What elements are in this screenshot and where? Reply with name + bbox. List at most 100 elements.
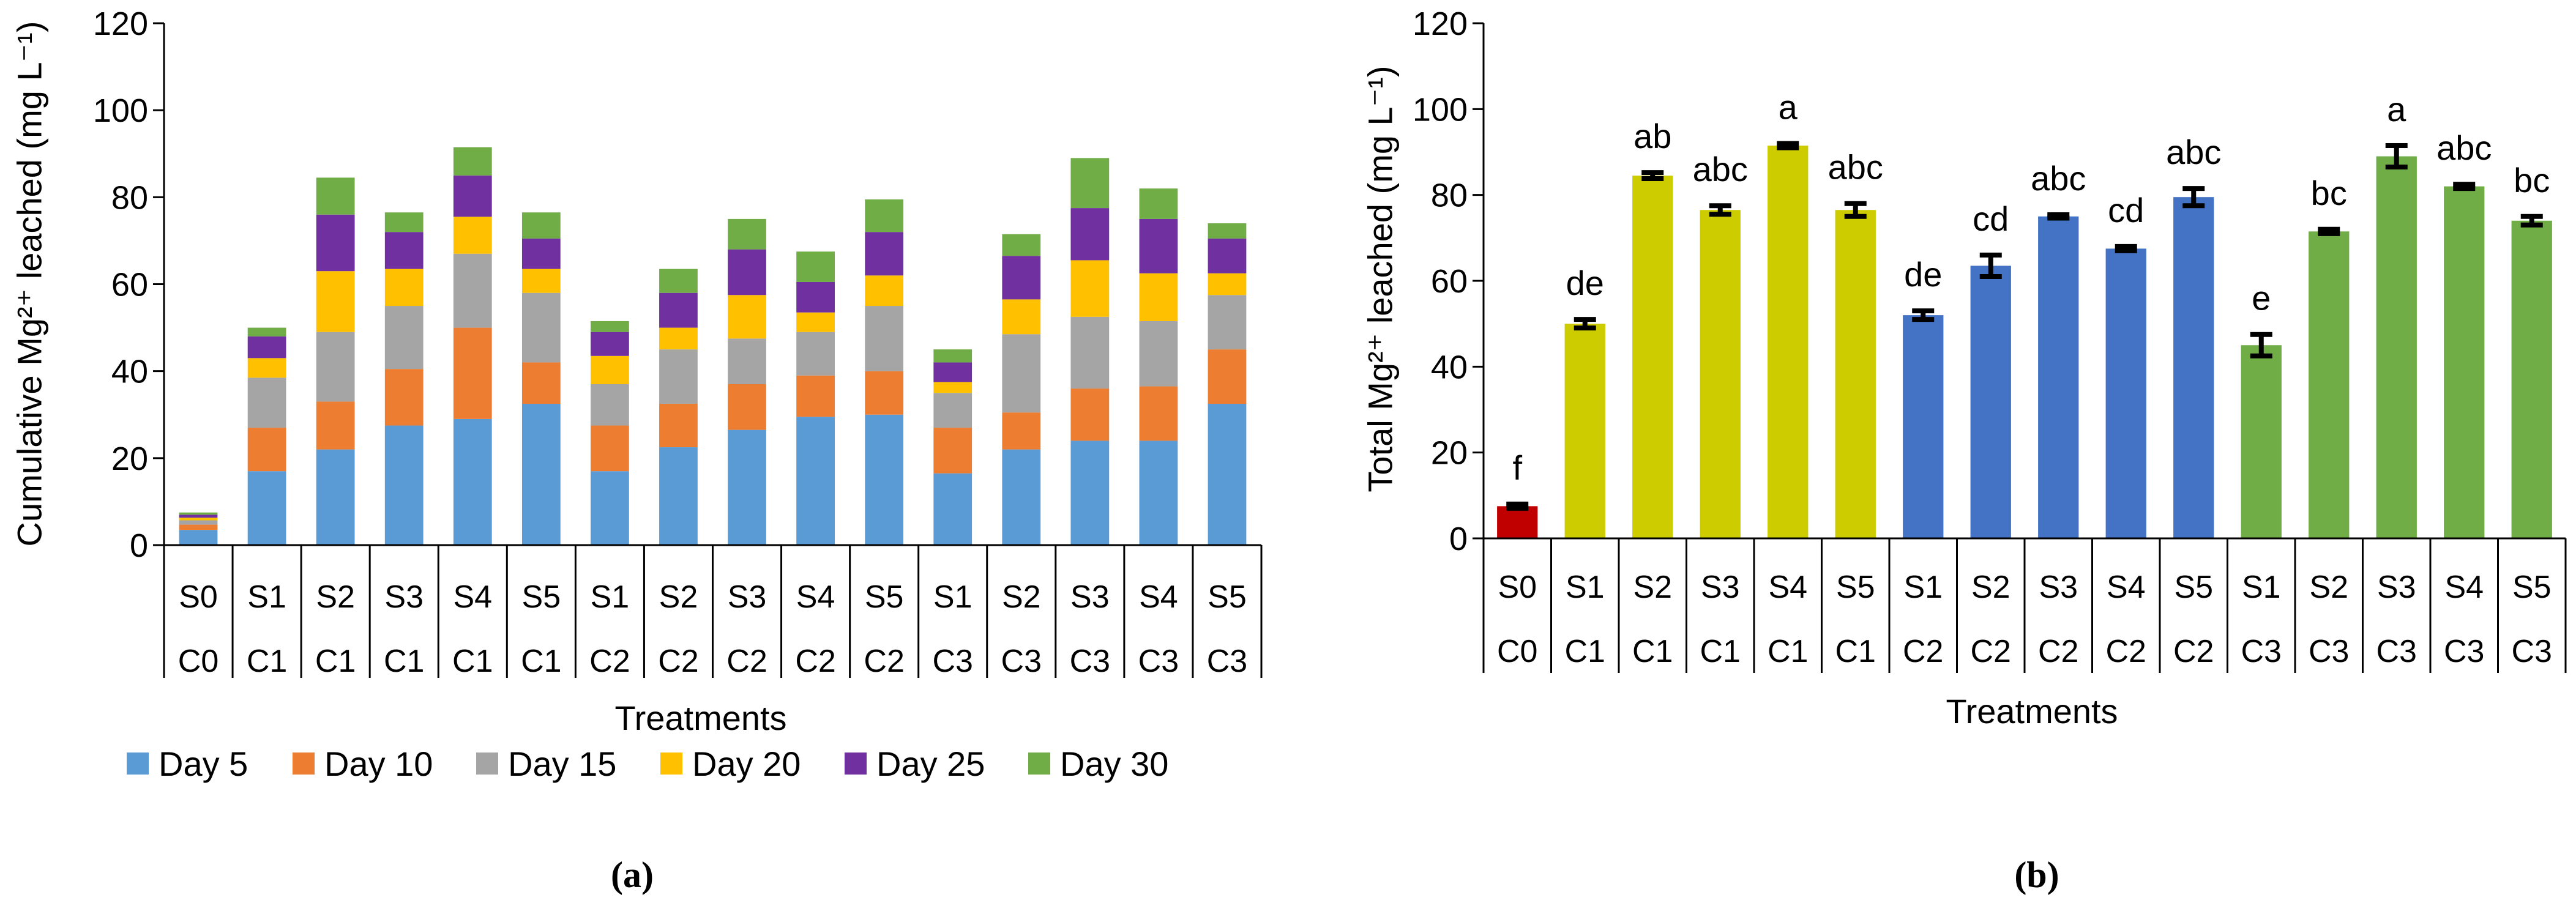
bar-s3-c2: [2038, 216, 2079, 538]
x-category-label-s: S1: [247, 579, 286, 615]
bar-segment-day-10-s1-c3: [933, 428, 973, 474]
error-bar: [1506, 501, 1529, 511]
error-bar: [1641, 170, 1664, 182]
bar-segment-day-30-s3-c2: [728, 218, 766, 250]
bar-segment-day-30-s5-c2: [865, 199, 904, 232]
legend: Day 5 Day 10 Day 15 Day 20 Day 25 Day 30: [127, 745, 1168, 783]
bar-segment-day-5-s2-c3: [1002, 449, 1041, 545]
significance-letter: abc: [1828, 148, 1883, 187]
panel-a-stacked-bar-chart: 0 20 40 60 80 100 120 S0 C0 S1 C1 S2 C1 S3 C1 S4 C1 S5 C1 S…: [10, 6, 1263, 895]
bar-segment-day-15-s0-c0: [179, 520, 218, 525]
error-bar: [2385, 143, 2408, 170]
x-category-label-c: C3: [932, 644, 973, 679]
legend-swatch-day-10: [293, 752, 315, 775]
bar-segment-day-15-s2-c2: [659, 349, 698, 404]
bar-segment-day-20-s5-c3: [1208, 273, 1247, 295]
x-category-label-s: S3: [2039, 570, 2078, 605]
bar-segment-day-5-s1-c2: [591, 471, 629, 545]
x-category-label-c: C3: [2444, 634, 2484, 669]
x-category-label-c: C1: [521, 644, 561, 679]
x-category-label-c: C1: [1835, 634, 1876, 669]
y-tick-label: 20: [1431, 435, 1468, 472]
x-category-label-c: C2: [2106, 634, 2146, 669]
x-category-label-s: S2: [659, 579, 698, 615]
bar-segment-day-30-s1-c1: [247, 327, 286, 336]
x-category-label-c: C1: [452, 644, 493, 679]
bar-s0-c0: [1497, 506, 1538, 538]
bar-segment-day-15-s2-c1: [316, 332, 355, 402]
bar-segment-day-15-s5-c3: [1208, 295, 1247, 350]
bar-segment-day-15-s2-c3: [1002, 334, 1041, 413]
bar-segment-day-5-s5-c1: [521, 403, 561, 545]
legend-label-day-5: Day 5: [159, 745, 248, 783]
bar-segment-day-20-s0-c0: [179, 518, 218, 521]
significance-letter: a: [1779, 87, 1798, 126]
bar-s1-c2: [1903, 315, 1944, 538]
bar-segment-day-15-s1-c1: [247, 377, 286, 428]
bar-segment-day-5-s5-c3: [1208, 403, 1247, 545]
x-category-label-s: S4: [2107, 570, 2146, 605]
error-bar: [1844, 201, 1867, 219]
bar-segment-day-25-s3-c1: [384, 232, 424, 269]
bar-segment-day-25-s4-c1: [453, 175, 492, 217]
bar-segment-day-10-s5-c3: [1208, 349, 1247, 404]
x-category-label-s: S1: [591, 579, 630, 615]
bar-segment-day-20-s2-c1: [316, 271, 355, 332]
x-category-label-s: S4: [453, 579, 492, 615]
x-category-label-c: C1: [247, 644, 287, 679]
y-tick-label: 60: [1431, 263, 1468, 300]
x-category-label-c: C2: [1971, 634, 2011, 669]
significance-letter: a: [2387, 90, 2406, 128]
bar-segment-day-15-s3-c3: [1070, 316, 1110, 389]
x-category-label-s: S5: [2512, 570, 2552, 605]
bar-segment-day-30-s4-c2: [796, 251, 835, 282]
x-category-label-c: C2: [658, 644, 698, 679]
bar-segment-day-10-s2-c1: [316, 401, 355, 450]
bar-segment-day-25-s3-c2: [728, 249, 766, 295]
bar-segment-day-5-s2-c2: [659, 447, 698, 545]
bar-segment-day-30-s3-c3: [1070, 158, 1110, 209]
bar-segment-day-5-s0-c0: [179, 530, 218, 545]
x-category-label-c: C2: [2038, 634, 2078, 669]
x-category-label-s: S3: [1701, 570, 1740, 605]
x-category-label-c: C3: [1070, 644, 1110, 679]
bar-segment-day-10-s1-c2: [591, 425, 629, 472]
legend-label-day-20: Day 20: [692, 745, 801, 783]
x-category-label-c: C3: [2512, 634, 2552, 669]
bar-segment-day-30-s0-c0: [179, 512, 218, 515]
bar-segment-day-20-s1-c1: [247, 358, 286, 378]
bar-segment-day-15-s3-c2: [728, 338, 766, 384]
significance-letter: abc: [2166, 133, 2221, 171]
x-category-label-s: S5: [865, 579, 904, 615]
bar-segment-day-20-s2-c3: [1002, 299, 1041, 335]
bar-segment-day-10-s4-c2: [796, 375, 835, 417]
bar-s1-c3: [2241, 345, 2282, 538]
bar-segment-day-5-s4-c2: [796, 417, 835, 545]
error-bar: [2115, 243, 2137, 253]
legend-label-day-25: Day 25: [876, 745, 985, 783]
legend-label-day-10: Day 10: [324, 745, 433, 783]
bar-segment-day-5-s2-c1: [316, 449, 355, 545]
legend-swatch-day-20: [660, 752, 682, 775]
bar-s4-c1: [1768, 145, 1809, 539]
significance-letter: de: [1904, 255, 1942, 294]
x-category-label-s: S2: [1633, 570, 1672, 605]
y-tick-label: 100: [1413, 91, 1468, 128]
bar-segment-day-5-s1-c3: [933, 473, 973, 545]
x-category-label-c: C0: [178, 644, 218, 679]
bar-segment-day-5-s3-c3: [1070, 440, 1110, 545]
y-tick-label: 60: [111, 267, 148, 303]
y-tick-label: 0: [130, 527, 148, 564]
bar-segment-day-5-s4-c3: [1139, 440, 1178, 545]
significance-letter: bc: [2311, 174, 2347, 212]
error-bar: [2453, 182, 2476, 191]
bar-segment-day-20-s5-c1: [521, 269, 561, 293]
bar-segment-day-20-s4-c3: [1139, 273, 1178, 321]
significance-letter: cd: [2108, 191, 2144, 229]
x-category-label-s: S1: [933, 579, 973, 615]
bar-segment-day-30-s1-c2: [591, 321, 629, 332]
x-category-label-c: C2: [1903, 634, 1943, 669]
x-category-label-s: S3: [728, 579, 767, 615]
bar-segment-day-10-s2-c3: [1002, 412, 1041, 450]
